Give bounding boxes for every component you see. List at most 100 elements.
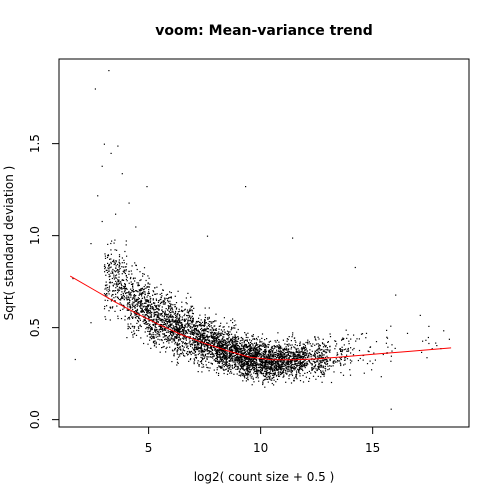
data-point [164, 299, 166, 301]
data-point [182, 345, 184, 347]
data-point [166, 322, 168, 324]
data-point [233, 339, 235, 341]
data-point [214, 359, 216, 361]
data-point [195, 338, 197, 340]
data-point [204, 339, 206, 341]
data-point [104, 316, 106, 318]
data-point [235, 368, 237, 370]
data-point [144, 302, 146, 304]
data-point [204, 307, 206, 309]
data-point [168, 340, 170, 342]
data-point [120, 284, 122, 286]
data-point [170, 332, 172, 334]
data-point [255, 376, 257, 379]
data-point [139, 279, 141, 282]
data-point [365, 337, 367, 339]
data-point [210, 356, 212, 358]
data-point [154, 302, 156, 304]
data-point [167, 327, 170, 329]
data-point [227, 341, 229, 343]
data-point [248, 368, 250, 370]
data-point [254, 346, 256, 348]
data-point [222, 360, 224, 362]
data-point [199, 325, 202, 327]
data-point [106, 284, 108, 286]
data-point [264, 386, 266, 388]
data-point [301, 349, 303, 351]
data-point [131, 298, 133, 300]
data-point [244, 346, 246, 348]
data-point [157, 335, 159, 338]
data-point [241, 367, 243, 369]
data-point [278, 371, 280, 373]
data-point [117, 298, 119, 300]
data-point [226, 338, 228, 340]
data-point [250, 360, 252, 362]
data-point [176, 316, 178, 318]
data-point [169, 346, 171, 348]
data-point [128, 302, 130, 304]
data-point [160, 328, 162, 330]
data-point [217, 374, 220, 376]
data-point [169, 316, 171, 318]
data-point [298, 361, 300, 363]
data-point [245, 334, 247, 336]
data-point [310, 362, 312, 365]
data-point [287, 360, 289, 362]
data-point [241, 344, 243, 346]
data-point [278, 367, 280, 369]
data-point [226, 373, 229, 375]
data-point [224, 344, 226, 346]
data-point [125, 278, 127, 281]
data-point [293, 377, 295, 379]
data-point [191, 347, 194, 349]
data-point [220, 366, 222, 368]
data-point [252, 345, 254, 347]
data-point [218, 333, 220, 335]
data-point [114, 275, 117, 277]
data-point [289, 344, 291, 346]
data-point [246, 357, 248, 359]
data-point [107, 267, 109, 269]
data-point [256, 353, 258, 355]
data-point [250, 365, 252, 367]
data-point [207, 328, 209, 330]
data-point [114, 300, 116, 302]
data-point [152, 336, 154, 338]
data-point [119, 302, 121, 304]
data-point [194, 333, 196, 335]
data-point [294, 363, 296, 365]
data-point [259, 352, 261, 354]
data-point [255, 359, 258, 361]
data-point [271, 377, 273, 379]
data-point [301, 365, 303, 367]
data-point [145, 323, 147, 325]
data-point [319, 354, 321, 356]
data-point [302, 347, 304, 349]
data-point [195, 336, 197, 338]
data-point [308, 341, 310, 343]
data-point [324, 367, 326, 369]
data-point [302, 366, 304, 368]
data-point [181, 316, 183, 318]
data-point [211, 353, 213, 355]
data-point [278, 345, 281, 347]
data-point [144, 284, 146, 286]
data-point [149, 323, 151, 325]
data-point [342, 374, 345, 376]
data-point [171, 335, 173, 337]
data-point [150, 335, 153, 337]
data-point [169, 323, 171, 325]
data-point [203, 343, 205, 346]
data-point [259, 367, 261, 369]
data-point [168, 325, 170, 328]
data-point [231, 366, 233, 368]
data-point [156, 286, 158, 288]
data-point [165, 338, 167, 340]
data-point [257, 374, 259, 376]
data-point [133, 306, 135, 308]
data-point [269, 362, 271, 364]
data-point [146, 335, 148, 337]
data-point [145, 307, 147, 309]
data-point [233, 344, 235, 346]
